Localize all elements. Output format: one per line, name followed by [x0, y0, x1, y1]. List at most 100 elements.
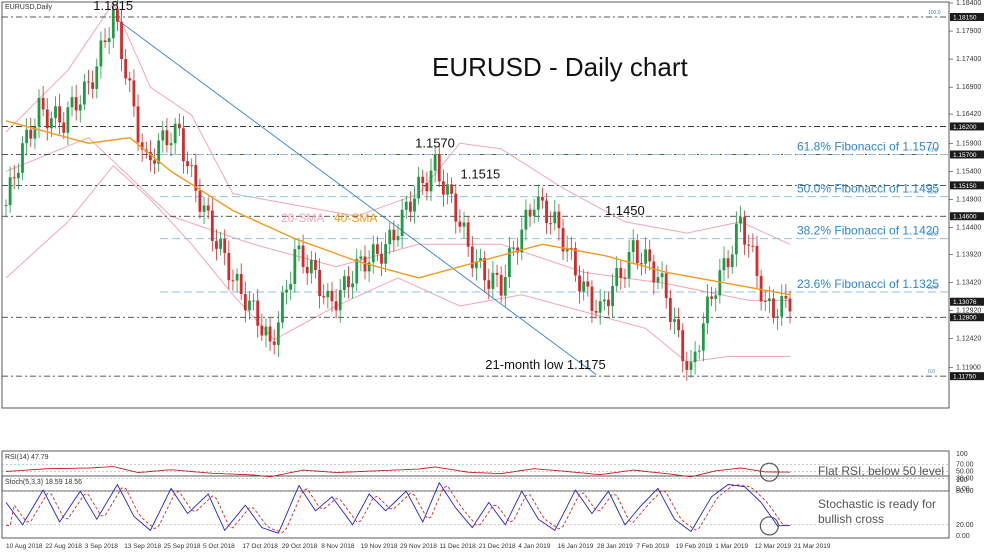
- x-tick-label: 8 Nov 2018: [321, 543, 355, 550]
- candle-body: [417, 176, 421, 199]
- candle-body: [673, 319, 676, 322]
- candle-body: [689, 362, 693, 370]
- legend-sma40: 40-SMA: [334, 211, 377, 225]
- candle-body: [12, 177, 16, 179]
- candle-body: [722, 258, 726, 271]
- symbol-label: EURUSD,Daily: [5, 4, 53, 11]
- candle-body: [561, 228, 565, 252]
- candle-body: [235, 273, 239, 281]
- candle-body: [334, 301, 338, 311]
- candle-body: [45, 109, 49, 129]
- candle-body: [342, 276, 346, 291]
- candle-body: [58, 106, 62, 123]
- candle-body: [549, 223, 553, 225]
- candle-body: [380, 253, 383, 264]
- candle-body: [462, 222, 466, 227]
- candle-body: [272, 341, 276, 345]
- rsi-tick-label: 100: [956, 451, 968, 458]
- candle-body: [182, 128, 185, 162]
- candle-body: [177, 123, 181, 129]
- candle-body: [512, 247, 515, 249]
- candle-body: [54, 106, 57, 119]
- candle-body: [578, 275, 581, 292]
- candle-body: [206, 205, 210, 211]
- candle-body: [91, 82, 95, 89]
- candle-body: [524, 209, 528, 230]
- candle-body: [190, 165, 194, 167]
- x-tick-label: 3 Sep 2018: [85, 543, 119, 550]
- candle-body: [95, 66, 99, 89]
- candle-body: [495, 272, 499, 275]
- candle-body: [739, 217, 742, 224]
- candle-body: [569, 247, 573, 249]
- rsi-tick-label: 30.00: [956, 476, 974, 483]
- candle-body: [726, 258, 730, 268]
- price-tag-label: 1.16200: [953, 124, 977, 131]
- candle-body: [165, 130, 169, 146]
- price-tag-label: 1.14600: [953, 214, 977, 221]
- candle-body: [446, 184, 449, 195]
- candle-body: [194, 165, 198, 191]
- candle-body: [421, 176, 425, 183]
- candle-body: [553, 211, 557, 224]
- stoch-tick-label: 20.00: [956, 522, 974, 529]
- candle-body: [755, 246, 759, 276]
- candle-body: [503, 277, 507, 296]
- candle-body: [586, 281, 590, 287]
- x-tick-label: 29 Nov 2018: [400, 543, 437, 550]
- x-tick-label: 12 Mar 2019: [755, 543, 792, 550]
- candle-body: [780, 295, 784, 317]
- x-tick-label: 7 Feb 2019: [636, 543, 669, 550]
- candle-body: [475, 261, 478, 269]
- candle-body: [264, 326, 268, 336]
- legend-sma20: 20-SMA: [281, 211, 324, 225]
- fib-tag: 50.0: [928, 190, 938, 196]
- candle-body: [392, 229, 396, 241]
- candle-body: [248, 300, 251, 311]
- candle-body: [103, 40, 107, 42]
- y-tick-label: 1.12920: [956, 307, 981, 314]
- fib-tag: 23.6: [928, 285, 938, 291]
- candle-body: [219, 238, 222, 249]
- price-tag-box: [950, 122, 984, 131]
- x-tick-label: 29 Oct 2018: [282, 543, 318, 550]
- price-tag-box: [950, 13, 984, 22]
- candle-body: [355, 258, 359, 284]
- candle-body: [483, 258, 487, 281]
- candle-body: [153, 160, 156, 164]
- candle-body: [574, 248, 577, 276]
- price-tag-box: [950, 313, 984, 322]
- candle-body: [252, 300, 255, 302]
- x-tick-label: 28 Jan 2019: [597, 543, 633, 550]
- price-tag-box: [950, 297, 984, 306]
- candle-body: [359, 256, 363, 259]
- candle-body: [132, 80, 136, 107]
- candle-body: [536, 196, 540, 210]
- candle-body: [289, 283, 293, 290]
- price-tag-label: 1.15150: [953, 183, 977, 190]
- candle-body: [281, 292, 284, 323]
- candle-body: [607, 299, 610, 307]
- candle-body: [644, 249, 647, 264]
- x-tick-label: 4 Jan 2019: [518, 543, 551, 550]
- price-tag-box: [950, 150, 984, 159]
- candle-body: [788, 298, 792, 312]
- candle-body: [701, 323, 705, 351]
- stoch-label: Stoch(5,3,3) 18.59 18.56: [5, 479, 82, 486]
- candle-body: [545, 200, 548, 224]
- candle-body: [772, 298, 775, 318]
- candle-body: [429, 170, 433, 192]
- stoch-tick-label: 100: [956, 477, 968, 484]
- y-tick-label: 1.15900: [956, 140, 981, 147]
- x-tick-label: 21 Mar 2019: [794, 543, 831, 550]
- candle-body: [173, 123, 177, 144]
- candle-body: [276, 322, 280, 345]
- x-tick-label: 11 Dec 2018: [439, 543, 476, 550]
- candle-body: [49, 118, 53, 129]
- candle-body: [763, 301, 767, 303]
- candle-body: [743, 217, 747, 245]
- candle-body: [425, 182, 429, 192]
- candle-body: [371, 244, 375, 263]
- fib-tag: 38.2: [928, 232, 938, 238]
- sma20-line: [5, 137, 790, 301]
